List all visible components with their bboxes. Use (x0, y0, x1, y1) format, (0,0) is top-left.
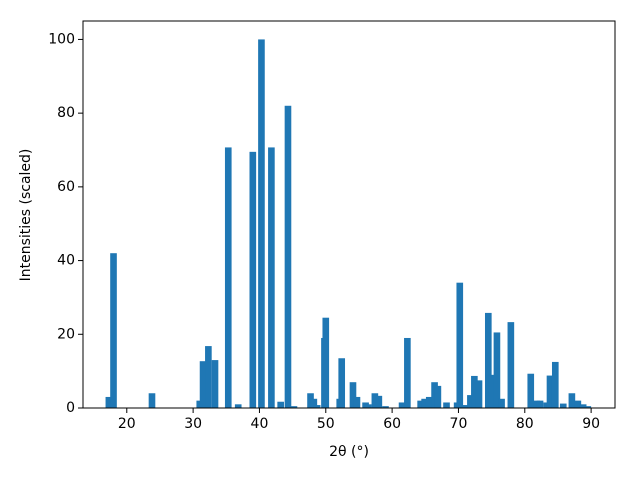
bar (249, 151, 257, 409)
bar (338, 358, 346, 408)
bar (493, 332, 501, 408)
bar (211, 360, 219, 408)
x-tick-label: 90 (582, 416, 600, 432)
bar (417, 400, 424, 408)
bar (507, 322, 515, 408)
y-axis-label: Intensities (scaled) (18, 149, 34, 282)
bar (371, 393, 379, 408)
bar (268, 147, 275, 409)
bar (313, 405, 321, 408)
bar (398, 402, 406, 408)
bar (234, 404, 242, 408)
bar (475, 380, 483, 408)
y-tick-label: 20 (57, 326, 75, 342)
bar (471, 375, 478, 408)
bar (421, 398, 428, 408)
bar (364, 404, 372, 408)
bar (456, 282, 464, 408)
bar (579, 404, 587, 408)
bar (404, 337, 411, 408)
bar (434, 385, 442, 408)
bar (322, 317, 330, 408)
bar (349, 382, 357, 408)
y-tick-label: 60 (57, 179, 75, 195)
y-tick-label: 40 (57, 253, 75, 269)
bar (551, 361, 559, 408)
bar (425, 396, 433, 408)
bar (574, 400, 582, 408)
bar (488, 374, 495, 408)
x-tick-label: 40 (251, 416, 269, 432)
bar (205, 346, 212, 408)
bar (310, 398, 318, 408)
bar (559, 403, 567, 408)
bar (443, 402, 450, 408)
bar (584, 406, 592, 408)
bar (277, 401, 284, 408)
x-tick-label: 30 (184, 416, 202, 432)
x-tick-label: 60 (383, 416, 401, 432)
bar (498, 398, 505, 408)
bar (290, 406, 298, 408)
bar (546, 375, 554, 408)
plot-frame (82, 20, 616, 409)
bar (199, 361, 207, 408)
y-tick-label: 0 (66, 400, 75, 416)
bar (375, 395, 383, 408)
bar (536, 400, 544, 408)
bar (258, 39, 265, 409)
bar (353, 396, 361, 408)
bar (382, 406, 389, 408)
bar (224, 147, 232, 409)
x-tick-label: 50 (317, 416, 335, 432)
bar (467, 395, 474, 408)
bar (568, 393, 576, 408)
x-tick-label: 70 (450, 416, 468, 432)
bar (105, 396, 113, 408)
bar (461, 405, 469, 408)
bar (484, 312, 492, 408)
bar (148, 393, 156, 408)
bar (284, 105, 292, 409)
y-tick-label: 100 (48, 31, 75, 47)
bar (110, 253, 117, 408)
x-tick-label: 20 (118, 416, 136, 432)
y-tick-label: 80 (57, 105, 75, 121)
x-axis-label: 2θ (°) (329, 444, 369, 460)
x-tick-label: 80 (516, 416, 534, 432)
bar (527, 373, 535, 408)
